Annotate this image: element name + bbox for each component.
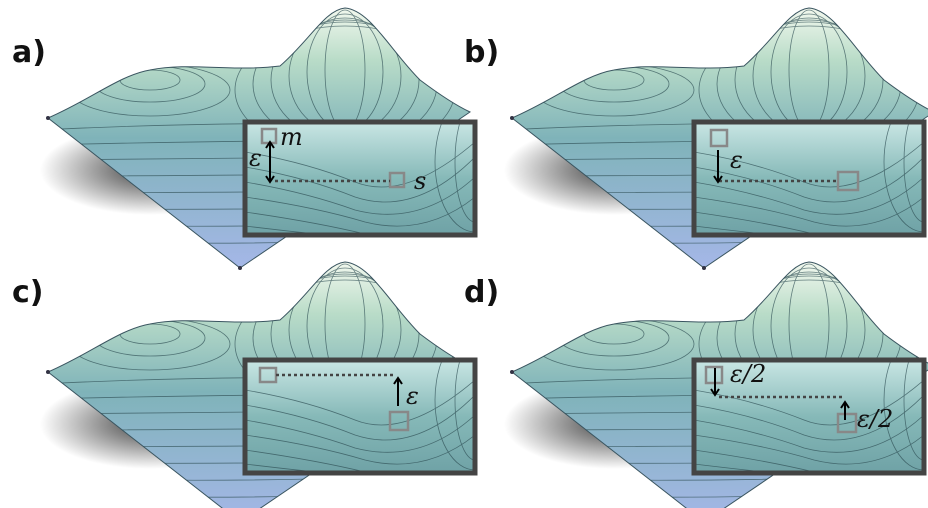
figure: a) m ε s b) ε c) ε d) ε/2 ε/2 — [0, 0, 928, 508]
panel-c: c) ε — [12, 262, 515, 508]
annotation: ε — [249, 144, 262, 172]
annotation: s — [414, 167, 426, 195]
annotation: ε — [406, 382, 419, 410]
panel-label: b) — [464, 35, 499, 70]
annotation: ε/2 — [730, 360, 766, 388]
annotation: ε — [730, 146, 743, 174]
panel-label: a) — [12, 35, 46, 70]
panel-d: d) ε/2 ε/2 — [464, 262, 928, 508]
panel-label: d) — [464, 275, 499, 310]
panel-label: c) — [12, 275, 44, 310]
annotation: ε/2 — [857, 405, 893, 433]
annotation: m — [280, 123, 303, 151]
panel-a: a) m ε s — [12, 8, 515, 270]
panel-b: b) ε — [464, 8, 928, 270]
